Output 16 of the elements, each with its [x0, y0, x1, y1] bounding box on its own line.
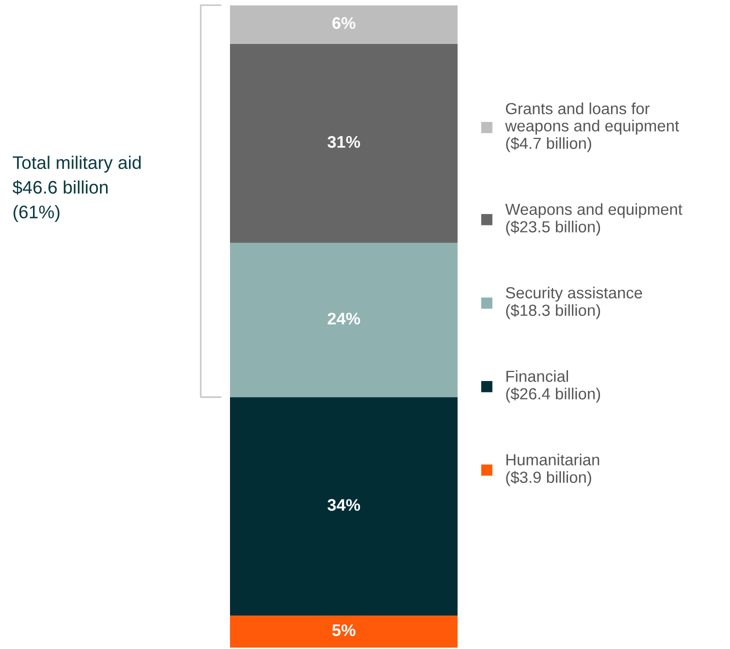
legend-label: Financial ($26.4 billion): [506, 370, 600, 403]
bar: [230, 44, 458, 243]
bar: [230, 5, 458, 44]
legend-label: Weapons and equipment ($23.5 billion): [505, 203, 682, 236]
legend-label: Humanitarian ($3.9 billion): [506, 454, 600, 486]
data-label: 5%: [332, 624, 356, 636]
data-label: 31%: [328, 136, 360, 148]
bar: [230, 616, 458, 648]
bar: [230, 397, 458, 616]
text: Total military aid $46.6 billion (61%): [12, 156, 141, 222]
legend-label: Grants and loans for weapons and equipment ($4.7 billion): [505, 102, 680, 152]
legend-label: Security assistance ($18.3 billion): [506, 286, 642, 320]
data-label: 6%: [332, 17, 356, 29]
data-label: 34%: [328, 499, 360, 511]
data-label: 24%: [328, 312, 360, 324]
bar: [230, 242, 458, 398]
